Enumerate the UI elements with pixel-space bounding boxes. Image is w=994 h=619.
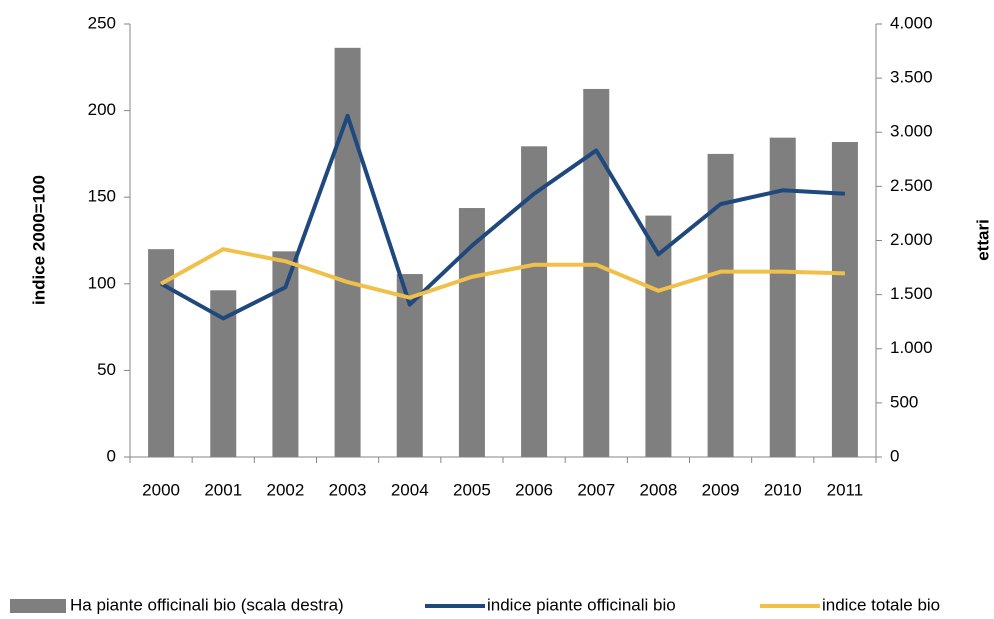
y-tick-label: 0 xyxy=(107,446,116,465)
bar xyxy=(831,141,858,457)
x-tick-label: 2003 xyxy=(329,480,367,499)
y2-tick-label: 500 xyxy=(890,392,918,411)
x-tick-label: 2006 xyxy=(515,480,553,499)
x-tick-label: 2001 xyxy=(204,480,242,499)
bar xyxy=(583,88,610,457)
bar xyxy=(521,146,548,457)
x-tick-label: 2010 xyxy=(764,480,802,499)
y2-tick-label: 3.500 xyxy=(890,68,933,87)
bar xyxy=(707,153,734,457)
y-tick-label: 250 xyxy=(88,13,116,32)
x-tick-label: 2009 xyxy=(702,480,740,499)
y2-tick-label: 1.500 xyxy=(890,284,933,303)
line xyxy=(160,113,846,321)
bar xyxy=(334,47,361,457)
y-tick-label: 200 xyxy=(88,100,116,119)
bar xyxy=(769,137,796,457)
bar xyxy=(458,208,485,457)
x-tick-label: 2000 xyxy=(142,480,180,499)
y-tick-label: 150 xyxy=(88,187,116,206)
legend-swatch xyxy=(10,599,66,613)
y2-tick-label: 1.000 xyxy=(890,338,933,357)
legend-label: indice totale bio xyxy=(822,595,940,614)
x-tick-label: 2007 xyxy=(577,480,615,499)
y2-tick-label: 3.000 xyxy=(890,122,933,141)
x-tick-label: 2004 xyxy=(391,480,429,499)
y-axis-label: indice 2000=100 xyxy=(29,175,48,305)
x-tick-label: 2005 xyxy=(453,480,491,499)
y-tick-label: 100 xyxy=(88,273,116,292)
y2-tick-label: 2.500 xyxy=(890,176,933,195)
y2-tick-label: 0 xyxy=(890,446,899,465)
y-tick-label: 50 xyxy=(97,360,116,379)
y2-axis-label: ettari xyxy=(973,219,992,261)
legend-label: Ha piante officinali bio (scala destra) xyxy=(70,595,344,614)
x-tick-label: 2011 xyxy=(827,480,864,499)
y2-tick-label: 2.000 xyxy=(890,230,933,249)
legend-label: indice piante officinali bio xyxy=(487,595,676,614)
x-tick-label: 2002 xyxy=(267,480,305,499)
y2-tick-label: 4.000 xyxy=(890,13,933,32)
line xyxy=(160,247,845,300)
x-tick-label: 2008 xyxy=(640,480,678,499)
